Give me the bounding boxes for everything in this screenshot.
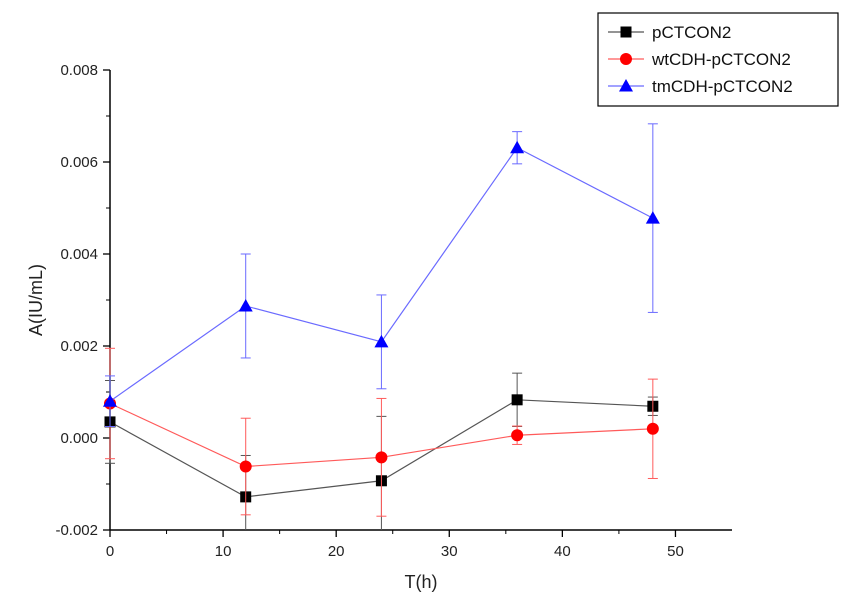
y-tick-label: 0.000: [60, 430, 98, 447]
data-point: [646, 422, 659, 435]
data-point: [511, 394, 523, 406]
y-tick-label: 0.008: [60, 62, 98, 79]
data-point: [510, 140, 525, 154]
series-2: [103, 123, 660, 427]
x-tick-label: 30: [441, 543, 458, 560]
y-axis-label: A(IU/mL): [26, 264, 46, 336]
chart-series-layer: [103, 123, 660, 530]
legend-marker: [619, 79, 633, 92]
legend-label: pCTCON2: [652, 23, 731, 42]
x-tick-label: 40: [554, 543, 571, 560]
x-tick-label: 0: [106, 543, 114, 560]
y-tick-label: 0.004: [60, 246, 98, 263]
legend-label: tmCDH-pCTCON2: [652, 77, 793, 96]
y-tick-label: -0.002: [55, 522, 98, 539]
x-axis-label: T(h): [405, 572, 438, 592]
data-point: [375, 451, 388, 464]
data-point: [238, 298, 253, 312]
legend-marker: [620, 53, 632, 65]
x-tick-label: 20: [328, 543, 345, 560]
x-tick-label: 50: [667, 543, 684, 560]
y-tick-label: 0.002: [60, 338, 98, 355]
legend-marker: [620, 26, 632, 38]
chart-legend: pCTCON2 wtCDH-pCTCON2 tmCDH-pCTCON2: [597, 12, 839, 107]
data-point: [103, 394, 117, 407]
legend-label: wtCDH-pCTCON2: [651, 50, 791, 69]
data-point: [511, 429, 524, 442]
data-point: [374, 334, 389, 348]
x-tick-label: 10: [215, 543, 232, 560]
chart-axes: 0 10 20 30 40 50 -0.002 0.000 0.002 0.004 0.006 0.0…: [55, 62, 732, 560]
data-point: [239, 460, 252, 473]
data-point: [645, 211, 660, 224]
y-tick-label: 0.006: [60, 154, 98, 171]
